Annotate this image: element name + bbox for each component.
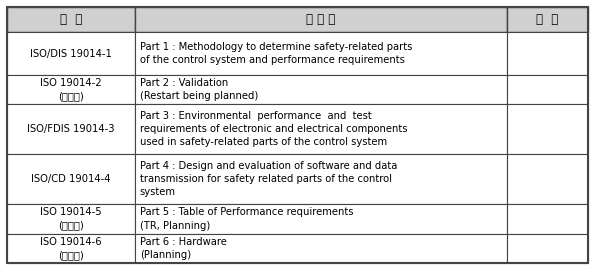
Bar [135,75,506,104]
Bar [506,32,588,75]
Text: 구  분: 구 분 [60,13,82,26]
Bar [506,75,588,104]
Bar [506,7,588,32]
Bar [506,204,588,234]
Text: 표 준 명: 표 준 명 [306,13,336,26]
Bar [7,204,135,234]
Text: Part 1 : Methodology to determine safety-related parts
of the control system and: Part 1 : Methodology to determine safety… [140,42,412,65]
Bar [7,32,135,75]
Text: ISO 19014-2
(계획중): ISO 19014-2 (계획중) [40,78,102,101]
Bar [506,104,588,154]
Bar [7,7,135,32]
Text: Part 6 : Hardware
(Planning): Part 6 : Hardware (Planning) [140,237,227,260]
Bar [135,154,506,204]
Text: Part 4 : Design and evaluation of software and data
transmission for safety rela: Part 4 : Design and evaluation of softwa… [140,161,397,197]
Bar [135,7,506,32]
Text: ISO/FDIS 19014-3: ISO/FDIS 19014-3 [27,124,115,134]
Bar [7,154,135,204]
Bar [135,204,506,234]
Text: 비  고: 비 고 [536,13,558,26]
Text: ISO/DIS 19014-1: ISO/DIS 19014-1 [30,49,112,59]
Bar [7,234,135,263]
Bar [7,75,135,104]
Text: Part 5 : Table of Performance requirements
(TR, Planning): Part 5 : Table of Performance requiremen… [140,207,353,231]
Bar [7,104,135,154]
Text: ISO 19014-6
(계획중): ISO 19014-6 (계획중) [40,237,102,260]
Bar [135,234,506,263]
Text: Part 3 : Environmental  performance  and  test
requirements of electronic and el: Part 3 : Environmental performance and t… [140,111,407,147]
Text: Part 2 : Validation
(Restart being planned): Part 2 : Validation (Restart being plann… [140,78,258,101]
Text: ISO/CD 19014-4: ISO/CD 19014-4 [32,174,111,184]
Bar [135,32,506,75]
Bar [506,154,588,204]
Text: ISO 19014-5
(계획중): ISO 19014-5 (계획중) [40,207,102,231]
Bar [135,104,506,154]
Bar [506,234,588,263]
